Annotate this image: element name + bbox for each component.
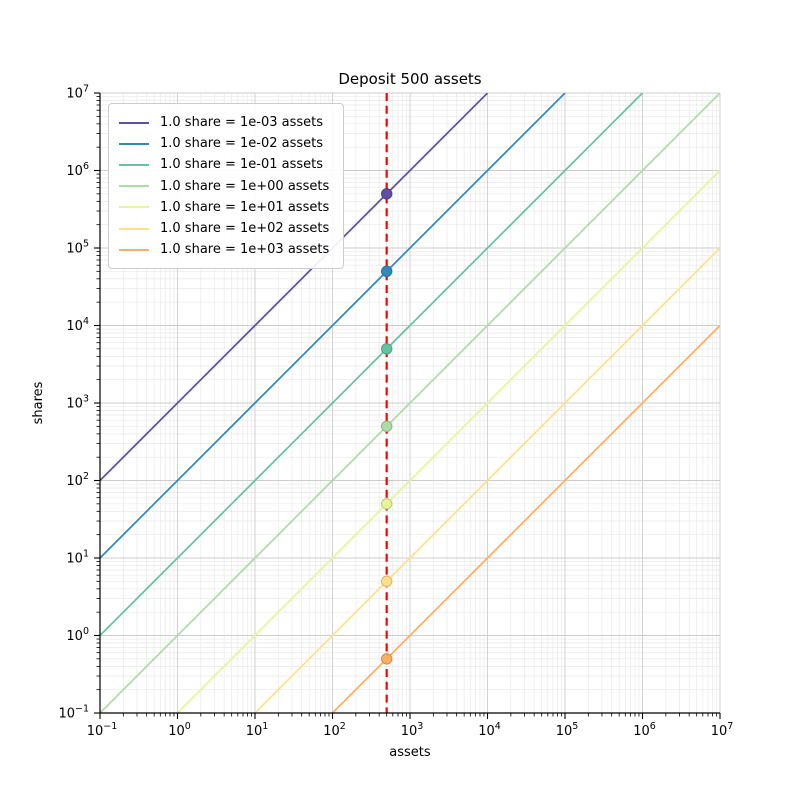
tick-label: 106 [633, 721, 656, 739]
legend-line-swatch [119, 185, 149, 188]
deposit-marker [380, 498, 393, 510]
tick-label: 102 [323, 721, 346, 739]
legend-entry: 1.0 share = 1e+03 assets [119, 239, 329, 260]
legend-line-swatch [119, 121, 149, 124]
legend-line-swatch [119, 227, 149, 230]
tick-label: 103 [66, 394, 89, 412]
legend-entry: 1.0 share = 1e+01 assets [119, 197, 329, 218]
series-lines [100, 93, 720, 713]
tick-label: 107 [66, 84, 89, 102]
legend-entry: 1.0 share = 1e-01 assets [119, 154, 329, 175]
series-line [331, 324, 720, 713]
deposit-marker [380, 653, 393, 665]
deposit-marker [380, 575, 393, 588]
deposit-marker [380, 420, 393, 433]
tick-label: 102 [66, 471, 89, 489]
tick-label: 107 [711, 721, 734, 739]
legend-label: 1.0 share = 1e+00 assets [160, 178, 330, 194]
legend-entry: 1.0 share = 1e+00 assets [119, 176, 329, 197]
legend-label: 1.0 share = 1e+03 assets [160, 242, 330, 258]
tick-label: 105 [66, 239, 89, 257]
series-line [100, 93, 720, 713]
y-axis-label: shares [31, 381, 46, 424]
tick-label: 10−1 [58, 704, 89, 722]
legend-label: 1.0 share = 1e-02 assets [160, 136, 324, 152]
chart-title: Deposit 500 assets [338, 70, 481, 88]
x-axis-label: assets [389, 745, 431, 760]
legend: 1.0 share = 1e-03 assets 1.0 share = 1e-0… [108, 103, 345, 270]
series-line [176, 169, 720, 713]
series-line [100, 93, 566, 559]
legend-line-swatch [119, 206, 149, 209]
x-tick-labels: 10−1 100 101 102 103 104 105 106 107 [87, 721, 734, 739]
legend-label: 1.0 share = 1e+02 assets [160, 221, 330, 237]
legend-line-swatch [119, 142, 149, 145]
deposit-markers [380, 188, 393, 665]
tick-label: 106 [66, 161, 89, 179]
y-tick-labels: 10−1 100 101 102 103 104 105 106 107 [58, 84, 89, 722]
legend-label: 1.0 share = 1e-03 assets [160, 115, 324, 131]
tick-label: 10−1 [87, 721, 118, 739]
series-line [100, 93, 489, 482]
legend-entry: 1.0 share = 1e+02 assets [119, 218, 329, 239]
legend-line-swatch [119, 248, 149, 251]
legend-label: 1.0 share = 1e+01 assets [160, 199, 330, 215]
legend-entry: 1.0 share = 1e-03 assets [119, 112, 329, 133]
deposit-marker [380, 265, 393, 278]
legend-label: 1.0 share = 1e-01 assets [160, 157, 324, 173]
axis-ticks [94, 92, 721, 719]
deposit-marker [380, 188, 393, 200]
tick-label: 101 [246, 721, 269, 739]
series-line [100, 93, 644, 637]
tick-label: 101 [66, 549, 89, 567]
tick-label: 104 [478, 721, 501, 739]
legend-entry: 1.0 share = 1e-02 assets [119, 133, 329, 154]
deposit-marker [380, 343, 393, 355]
series-line [254, 247, 720, 713]
tick-label: 100 [168, 721, 191, 739]
tick-label: 104 [66, 316, 89, 334]
legend-line-swatch [119, 163, 149, 166]
tick-label: 100 [66, 626, 89, 644]
tick-label: 103 [401, 721, 424, 739]
tick-label: 105 [556, 721, 579, 739]
